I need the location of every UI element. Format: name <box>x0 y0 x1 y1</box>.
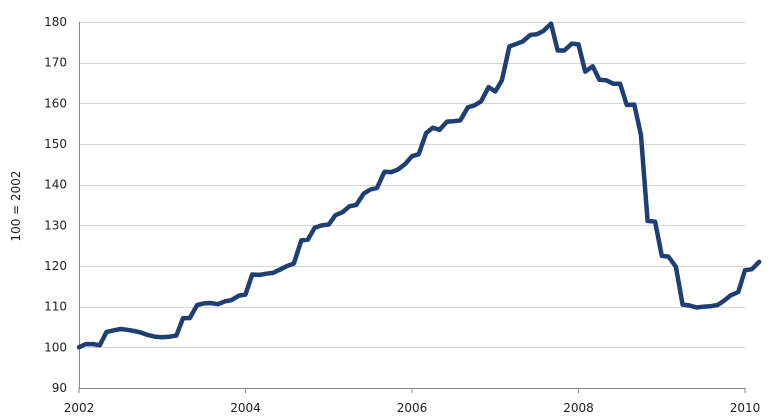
y-tick-label: 140 <box>44 178 67 192</box>
y-tick-label: 110 <box>44 300 67 314</box>
axes <box>78 22 746 393</box>
y-tick-label: 100 <box>44 340 67 354</box>
x-tick-labels: 2002 2004 2006 2008 2010 <box>64 401 761 415</box>
y-axis-title: 100 = 2002 <box>9 170 23 241</box>
y-tick-label: 160 <box>44 96 67 110</box>
y-tick-label: 170 <box>44 56 67 70</box>
y-tick-label: 90 <box>52 381 67 395</box>
series-line <box>76 21 762 350</box>
y-tick-labels: 90 100 110 120 130 140 150 160 170 180 <box>44 15 67 395</box>
x-tick-label: 2002 <box>64 401 95 415</box>
y-tick-label: 130 <box>44 218 67 232</box>
x-tick-label: 2004 <box>230 401 261 415</box>
gridlines <box>79 22 745 348</box>
series-lines <box>76 21 762 350</box>
x-tick-label: 2010 <box>730 401 761 415</box>
y-tick-label: 120 <box>44 259 67 273</box>
y-tick-label: 180 <box>44 15 67 29</box>
y-tick-label: 150 <box>44 137 67 151</box>
x-tick-label: 2008 <box>563 401 594 415</box>
x-tick-label: 2006 <box>397 401 428 415</box>
